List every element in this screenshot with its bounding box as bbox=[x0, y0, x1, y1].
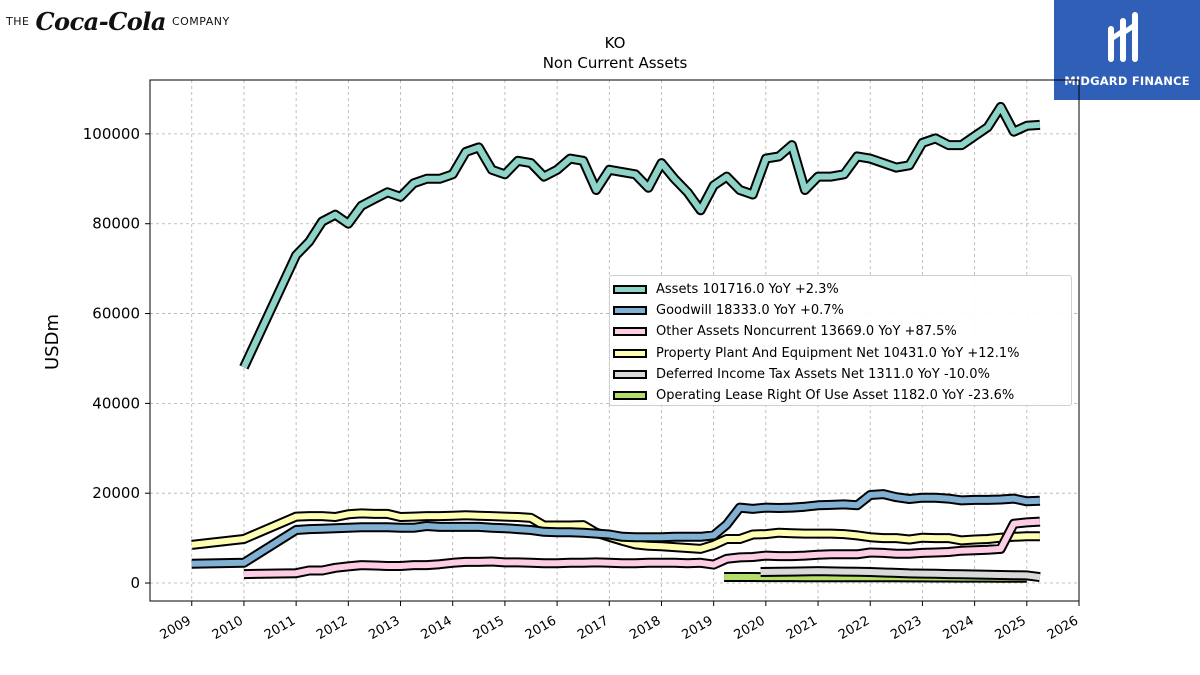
legend-item: Property Plant And Equipment Net 10431.0… bbox=[613, 343, 1071, 364]
y-tick-label: 20000 bbox=[92, 484, 140, 502]
x-tick-label: 2023 bbox=[888, 613, 924, 643]
x-tick-label: 2014 bbox=[419, 613, 455, 643]
legend-label: Operating Lease Right Of Use Asset 1182.… bbox=[656, 388, 1015, 404]
legend-label: Other Assets Noncurrent 13669.0 YoY +87.… bbox=[656, 324, 957, 340]
legend-item: Goodwill 18333.0 YoY +0.7% bbox=[613, 300, 1071, 321]
y-tick-label: 80000 bbox=[92, 215, 140, 233]
x-tick-label: 2022 bbox=[836, 613, 872, 643]
x-tick-label: 2009 bbox=[158, 613, 194, 643]
brand-prefix: THE bbox=[6, 14, 30, 28]
legend-swatch bbox=[613, 369, 647, 379]
x-tick-label: 2019 bbox=[680, 613, 716, 643]
x-axis-ticks: 2009 2010 2011 2012 2013 2014 2015 2016 2017 2018… bbox=[158, 601, 1081, 643]
y-tick-label: 40000 bbox=[92, 394, 140, 412]
y-axis-label: USDm bbox=[42, 314, 63, 370]
watermark-logo: MIDGARD FINANCE bbox=[1054, 0, 1200, 100]
y-tick-label: 100000 bbox=[83, 125, 140, 143]
legend-label: Assets 101716.0 YoY +2.3% bbox=[656, 282, 839, 298]
legend-item: Deferred Income Tax Assets Net 1311.0 Yo… bbox=[613, 364, 1071, 385]
series-line-deferred-income-tax-assets-net bbox=[760, 568, 1041, 581]
legend-item: Assets 101716.0 YoY +2.3% bbox=[613, 279, 1071, 300]
legend-swatch bbox=[613, 391, 647, 401]
series-line-other-assets-noncurrent bbox=[243, 518, 1041, 578]
chart-legend: Assets 101716.0 YoY +2.3% Goodwill 18333… bbox=[609, 275, 1072, 406]
chart-title: KO bbox=[605, 34, 626, 52]
y-tick-label: 0 bbox=[130, 574, 140, 592]
legend-label: Goodwill 18333.0 YoY +0.7% bbox=[656, 303, 844, 319]
x-tick-label: 2021 bbox=[784, 613, 820, 643]
x-tick-label: 2012 bbox=[314, 613, 350, 643]
y-axis-ticks: 0 20000 40000 60000 80000 100000 bbox=[83, 125, 150, 592]
legend-label: Property Plant And Equipment Net 10431.0… bbox=[656, 345, 1020, 361]
legend-label: Deferred Income Tax Assets Net 1311.0 Yo… bbox=[656, 366, 990, 382]
x-tick-label: 2026 bbox=[1045, 613, 1081, 643]
watermark-text: MIDGARD FINANCE bbox=[1064, 74, 1190, 88]
series-line-goodwill bbox=[191, 491, 1041, 567]
x-tick-label: 2015 bbox=[471, 613, 507, 643]
y-tick-label: 60000 bbox=[92, 305, 140, 323]
legend-swatch bbox=[613, 327, 647, 337]
midgard-emblem-icon bbox=[1108, 12, 1138, 62]
x-tick-label: 2011 bbox=[262, 613, 298, 643]
x-tick-label: 2024 bbox=[940, 613, 976, 643]
legend-swatch bbox=[613, 306, 647, 316]
x-tick-label: 2025 bbox=[993, 613, 1029, 643]
x-tick-label: 2016 bbox=[523, 613, 559, 643]
x-tick-label: 2020 bbox=[732, 613, 768, 643]
brand-suffix: COMPANY bbox=[171, 14, 230, 28]
series-layer bbox=[191, 101, 1041, 583]
x-tick-label: 2013 bbox=[366, 613, 402, 643]
legend-item: Operating Lease Right Of Use Asset 1182.… bbox=[613, 385, 1071, 406]
brand-logo: THE Coca-Cola COMPANY bbox=[6, 4, 230, 38]
legend-swatch bbox=[613, 348, 647, 358]
x-tick-label: 2010 bbox=[210, 613, 246, 643]
x-tick-label: 2017 bbox=[575, 613, 611, 643]
plot-frame bbox=[149, 79, 1080, 602]
series-line-assets bbox=[241, 103, 1041, 369]
x-tick-label: 2018 bbox=[627, 613, 663, 643]
legend-item: Other Assets Noncurrent 13669.0 YoY +87.… bbox=[613, 321, 1071, 342]
series-line-property-plant-and-equipment-net bbox=[191, 510, 1040, 552]
brand-script-logo: Coca-Cola bbox=[35, 6, 166, 36]
legend-swatch bbox=[613, 285, 647, 295]
chart-subtitle: Non Current Assets bbox=[543, 54, 688, 72]
